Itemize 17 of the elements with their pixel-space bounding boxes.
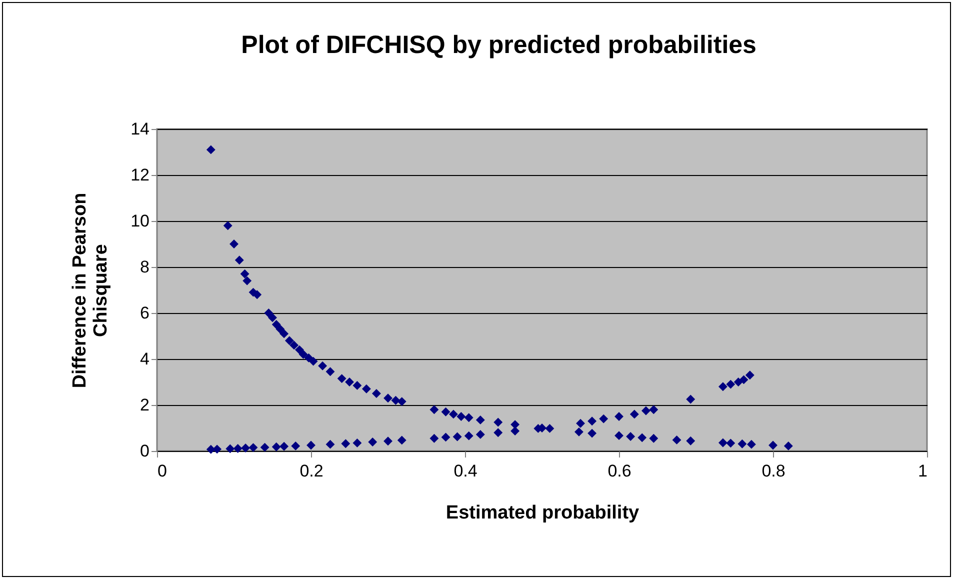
y-tick-label: 12: [130, 166, 150, 184]
x-tick-label: 0.8: [762, 462, 786, 480]
chart-title: Plot of DIFCHISQ by predicted probabilities: [241, 31, 756, 59]
y-axis-title: Difference in Pearson Chisquare: [70, 192, 112, 388]
x-axis-title: Estimated probability: [446, 502, 640, 524]
y-tick-label: 6: [140, 304, 150, 322]
y-tick-label: 8: [140, 258, 150, 276]
x-tick-label: 0.6: [608, 462, 632, 480]
x-tick-label: 0.2: [300, 462, 324, 480]
x-tick-label: 1: [918, 462, 928, 480]
y-tick-label: 4: [140, 350, 150, 368]
x-tick-label: 0.4: [454, 462, 478, 480]
y-tick-label: 10: [130, 212, 150, 230]
y-tick-label: 2: [140, 396, 150, 414]
y-tick-label: 0: [140, 442, 150, 460]
x-tick-label: 0: [158, 462, 167, 480]
y-tick-label: 14: [130, 120, 150, 138]
